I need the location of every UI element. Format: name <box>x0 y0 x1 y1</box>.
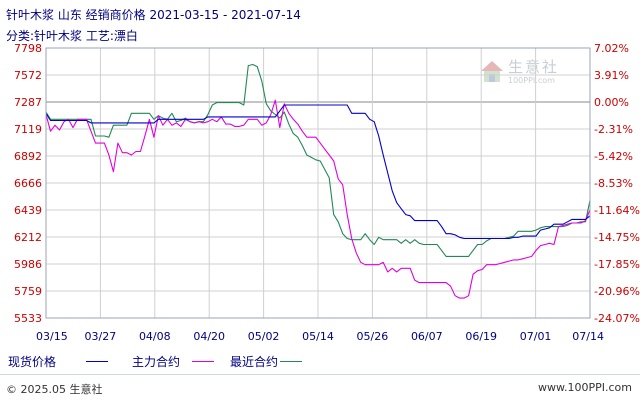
series-lines <box>45 63 591 299</box>
chart-subtitle: 分类:针叶木浆 工艺:漂白 <box>6 29 138 43</box>
house-logo-icon <box>481 61 503 82</box>
y-right-tick-label: 3.91% <box>594 69 629 82</box>
y-left-tick-label: 5986 <box>14 258 42 271</box>
legend-spot-label: 现货价格 <box>8 355 57 369</box>
x-tick-label: 06/07 <box>411 330 443 343</box>
footer-copyright: © 2025.05 生意社 <box>6 383 103 396</box>
x-tick-label: 03/15 <box>36 330 68 343</box>
grid <box>46 48 590 318</box>
chart-title: 针叶木浆 山东 经销商价格 2021-03-15 - 2021-07-14 <box>6 8 301 22</box>
y-right-tick-label: -24.07% <box>594 312 640 325</box>
y-left-tick-label: 7119 <box>14 123 42 136</box>
x-tick-label: 04/20 <box>193 330 225 343</box>
y-left-tick-label: 6439 <box>14 204 42 217</box>
footer-divider <box>0 374 640 375</box>
y-left-tick-label: 7572 <box>14 69 42 82</box>
x-tick-label: 05/14 <box>302 330 334 343</box>
legend-main-swatch <box>192 361 214 362</box>
y-right-tick-label: -5.42% <box>594 150 633 163</box>
x-tick-label: 03/27 <box>85 330 117 343</box>
watermark-url: 100PPI.com <box>508 76 555 85</box>
y-right-tick-label: -11.64% <box>594 204 640 217</box>
series-line-main <box>45 99 591 299</box>
axes: 7798 7.02% 7572 3.91% 7287 0.00% 7119 -2.31% 689… <box>14 42 640 343</box>
x-tick-label: 05/02 <box>248 330 280 343</box>
legend-recent-label: 最近合约 <box>230 355 279 369</box>
watermark: 生意社 100PPI.com <box>480 56 600 92</box>
series-line-spot <box>45 104 591 240</box>
x-tick-label: 07/14 <box>572 330 604 343</box>
x-tick-label: 07/01 <box>520 330 552 343</box>
y-right-tick-label: 0.00% <box>594 96 629 109</box>
legend-recent-swatch <box>280 361 302 362</box>
y-left-tick-label: 6892 <box>14 150 42 163</box>
y-right-tick-label: -14.75% <box>594 231 640 244</box>
watermark-name: 生意社 <box>508 58 560 76</box>
y-right-tick-label: -17.85% <box>594 258 640 271</box>
footer-url: www.100PPI.com <box>538 381 632 394</box>
y-left-tick-label: 6666 <box>14 177 42 190</box>
x-tick-label: 05/26 <box>357 330 389 343</box>
x-tick-label: 06/19 <box>465 330 497 343</box>
y-left-tick-label: 6212 <box>14 231 42 244</box>
y-left-tick-label: 5759 <box>14 285 42 298</box>
legend-spot-swatch <box>86 361 108 362</box>
legend-main-label: 主力合约 <box>132 355 181 369</box>
y-left-tick-label: 5533 <box>14 312 42 325</box>
plot-frame <box>45 47 591 319</box>
y-right-tick-label: -2.31% <box>594 123 633 136</box>
y-right-tick-label: -20.96% <box>594 285 640 298</box>
x-tick-label: 04/08 <box>139 330 171 343</box>
y-right-tick-label: 7.02% <box>594 42 629 55</box>
y-left-tick-label: 7287 <box>14 96 42 109</box>
y-right-tick-label: -8.53% <box>594 177 633 190</box>
y-left-tick-label: 7798 <box>14 42 42 55</box>
